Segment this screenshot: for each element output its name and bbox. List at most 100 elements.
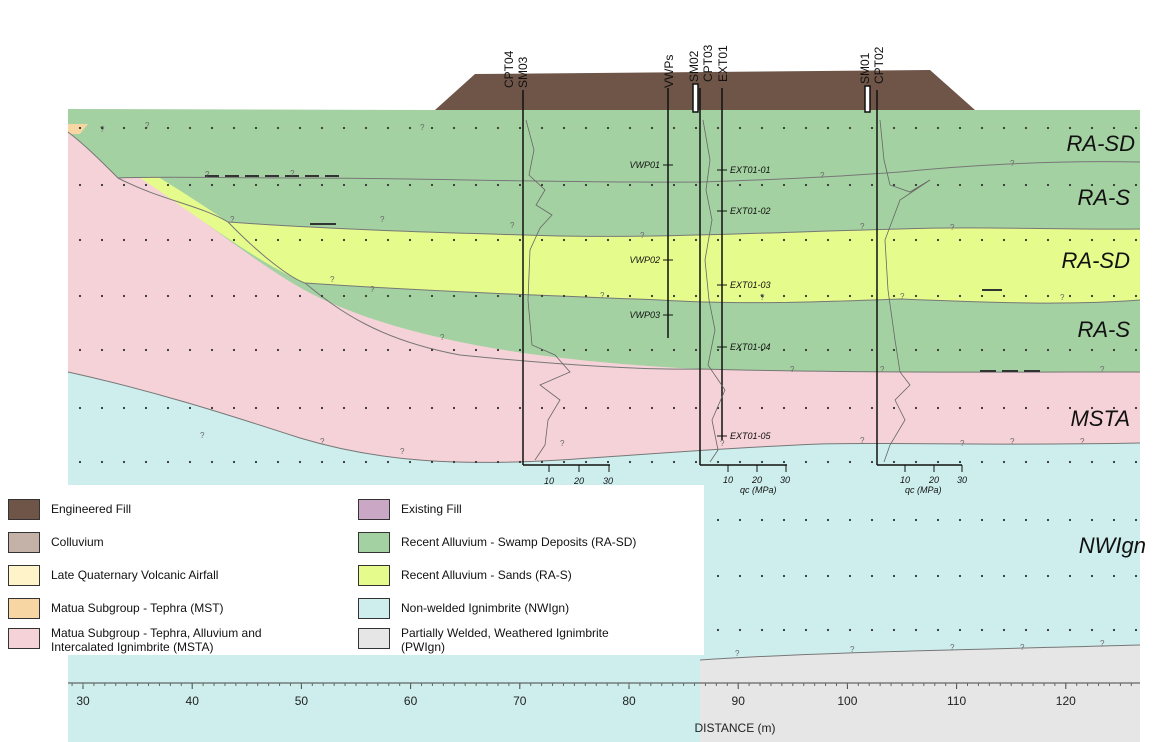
grid-dot: [936, 238, 940, 242]
grid-dot: [122, 238, 126, 242]
grid-dot: [276, 183, 280, 187]
grid-dot: [804, 294, 808, 298]
label-vwp03: VWP03: [629, 310, 660, 320]
grid-dot: [408, 183, 412, 187]
grid-dot: [452, 460, 456, 464]
grid-dot: [166, 126, 170, 130]
borehole-lines: [522, 83, 962, 466]
grid-dot: [1134, 294, 1138, 298]
grid-dot: [364, 460, 368, 464]
grid-dot: [694, 294, 698, 298]
grid-dot: [914, 183, 918, 187]
grid-dot: [914, 238, 918, 242]
grid-dot: [540, 126, 544, 130]
grid-dot: [804, 348, 808, 352]
qc-tick-20: 20: [573, 476, 584, 486]
grid-dot: [892, 183, 896, 187]
grid-dot: [540, 294, 544, 298]
grid-dot: [804, 183, 808, 187]
grid-dot: [342, 238, 346, 242]
grid-dot: [980, 628, 984, 632]
grid-dot: [958, 460, 962, 464]
label-vwp02: VWP02: [629, 255, 660, 265]
grid-dot: [1002, 126, 1006, 130]
grid-dot: [1046, 406, 1050, 410]
grid-dot: [782, 126, 786, 130]
grid-dot: [1068, 238, 1072, 242]
grid-dot: [848, 183, 852, 187]
legend-label: Recent Alluvium - Swamp Deposits (RA-SD): [401, 535, 637, 549]
unit-labels: RA-SD RA-S RA-SD RA-S MSTA NWIgn: [1062, 131, 1146, 558]
grid-dot: [1024, 126, 1028, 130]
grid-dot: [584, 460, 588, 464]
grid-dot: [958, 574, 962, 578]
grid-dot: [1024, 348, 1028, 352]
grid-dot: [342, 126, 346, 130]
uncertainty-mark: ?: [720, 439, 725, 448]
grid-dot: [672, 348, 676, 352]
grid-dot: [122, 406, 126, 410]
grid-dot: [738, 348, 742, 352]
grid-dot: [980, 183, 984, 187]
grid-dot: [1112, 294, 1116, 298]
grid-dot: [144, 460, 148, 464]
label-ext01-01: EXT01-01: [730, 165, 771, 175]
grid-dot: [716, 460, 720, 464]
legend-item-engineered-fill: Engineered Fill: [8, 499, 131, 520]
qc-tick-30: 30: [780, 475, 790, 485]
grid-dot: [936, 460, 940, 464]
grid-dot: [738, 460, 742, 464]
grid-dot: [1002, 518, 1006, 522]
grid-dot: [100, 460, 104, 464]
grid-dot: [628, 238, 632, 242]
grid-dot: [474, 126, 478, 130]
uncertainty-mark: ?: [880, 365, 885, 374]
grid-dot: [826, 294, 830, 298]
uncertainty-mark: ?: [440, 333, 445, 342]
grid-dot: [892, 518, 896, 522]
grid-dot: [342, 348, 346, 352]
grid-dot: [1134, 406, 1138, 410]
grid-dot: [826, 183, 830, 187]
grid-dot: [870, 294, 874, 298]
grid-dot: [1112, 628, 1116, 632]
grid-dot: [408, 348, 412, 352]
grid-dot: [144, 294, 148, 298]
grid-dot: [782, 348, 786, 352]
grid-dot: [760, 518, 764, 522]
uncertainty-mark: ?: [790, 365, 795, 374]
grid-dot: [1134, 574, 1138, 578]
grid-dot: [496, 348, 500, 352]
grid-dot: [870, 348, 874, 352]
grid-dot: [914, 518, 918, 522]
grid-dot: [782, 238, 786, 242]
grid-dot: [232, 126, 236, 130]
label-ext01-02: EXT01-02: [730, 206, 771, 216]
grid-dot: [1134, 183, 1138, 187]
grid-dot: [188, 460, 192, 464]
grid-dot: [914, 628, 918, 632]
grid-dot: [848, 460, 852, 464]
grid-dot: [936, 406, 940, 410]
grid-dot: [342, 406, 346, 410]
grid-dot: [738, 628, 742, 632]
qc-unit-label: qc (MPa): [740, 485, 777, 495]
grid-dot: [914, 348, 918, 352]
grid-dot: [320, 294, 324, 298]
grid-dot: [540, 183, 544, 187]
grid-dot: [298, 294, 302, 298]
legend-item-ra-sd: Recent Alluvium - Swamp Deposits (RA-SD): [358, 532, 636, 553]
grid-dot: [1134, 126, 1138, 130]
grid-dot: [584, 126, 588, 130]
label-cpt02: CPT02: [872, 46, 886, 84]
grid-dot: [958, 238, 962, 242]
grid-dot: [144, 406, 148, 410]
grid-dot: [870, 238, 874, 242]
ext-instruments: EXT01-01 EXT01-02 EXT01-03 EXT01-04 EXT0…: [717, 165, 772, 441]
grid-dot: [518, 238, 522, 242]
grid-dot: [606, 238, 610, 242]
grid-dot: [848, 628, 852, 632]
grid-dot: [892, 238, 896, 242]
label-sm02: SM02: [687, 50, 701, 82]
grid-dot: [606, 294, 610, 298]
